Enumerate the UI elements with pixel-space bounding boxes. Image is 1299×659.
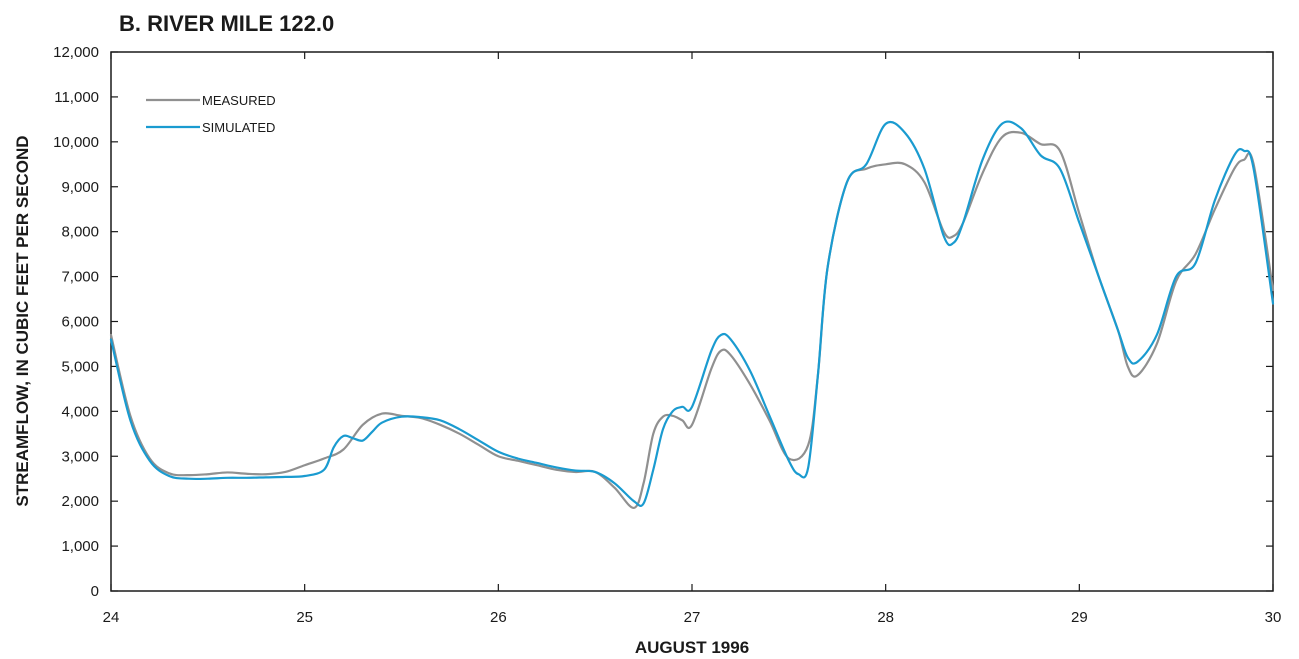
y-tick-label: 8,000 bbox=[61, 224, 99, 241]
y-tick-label: 2,000 bbox=[61, 493, 99, 510]
x-axis-title: AUGUST 1996 bbox=[635, 638, 749, 657]
y-axis: 0 1,000 2,000 3,000 4,000 5,000 6,000 7,000 8,00… bbox=[53, 44, 1273, 600]
legend-label-simulated: SIMULATED bbox=[202, 120, 275, 135]
y-tick-label: 10,000 bbox=[53, 134, 99, 151]
plot-area: 0 1,000 2,000 3,000 4,000 5,000 6,000 7,000 8,00… bbox=[53, 44, 1281, 626]
y-tick-label: 5,000 bbox=[61, 358, 99, 375]
y-tick-label: 1,000 bbox=[61, 538, 99, 555]
y-tick-label: 6,000 bbox=[61, 314, 99, 331]
series-line-measured bbox=[109, 130, 1275, 509]
x-tick-label: 25 bbox=[296, 609, 313, 626]
y-tick-label: 9,000 bbox=[61, 179, 99, 196]
legend: MEASURED SIMULATED bbox=[146, 93, 276, 135]
y-tick-label: 12,000 bbox=[53, 44, 99, 61]
x-axis: 24 25 26 27 28 29 30 bbox=[103, 52, 1282, 626]
chart-title: B. RIVER MILE 122.0 bbox=[119, 11, 334, 36]
x-tick-label: 24 bbox=[103, 609, 120, 626]
x-tick-label: 28 bbox=[877, 609, 894, 626]
x-tick-label: 30 bbox=[1265, 609, 1282, 626]
legend-label-measured: MEASURED bbox=[202, 93, 276, 108]
y-tick-label: 0 bbox=[91, 583, 99, 600]
x-tick-label: 27 bbox=[684, 609, 701, 626]
y-tick-label: 11,000 bbox=[54, 89, 99, 106]
series-layer bbox=[109, 120, 1275, 509]
y-tick-label: 3,000 bbox=[61, 448, 99, 465]
x-tick-label: 29 bbox=[1071, 609, 1088, 626]
plot-frame bbox=[110, 51, 1274, 592]
y-axis-title: STREAMFLOW, IN CUBIC FEET PER SECOND bbox=[13, 135, 32, 506]
series-line-simulated bbox=[109, 120, 1275, 507]
y-tick-label: 4,000 bbox=[61, 403, 99, 420]
x-tick-label: 26 bbox=[490, 609, 507, 626]
y-tick-label: 7,000 bbox=[61, 269, 99, 286]
